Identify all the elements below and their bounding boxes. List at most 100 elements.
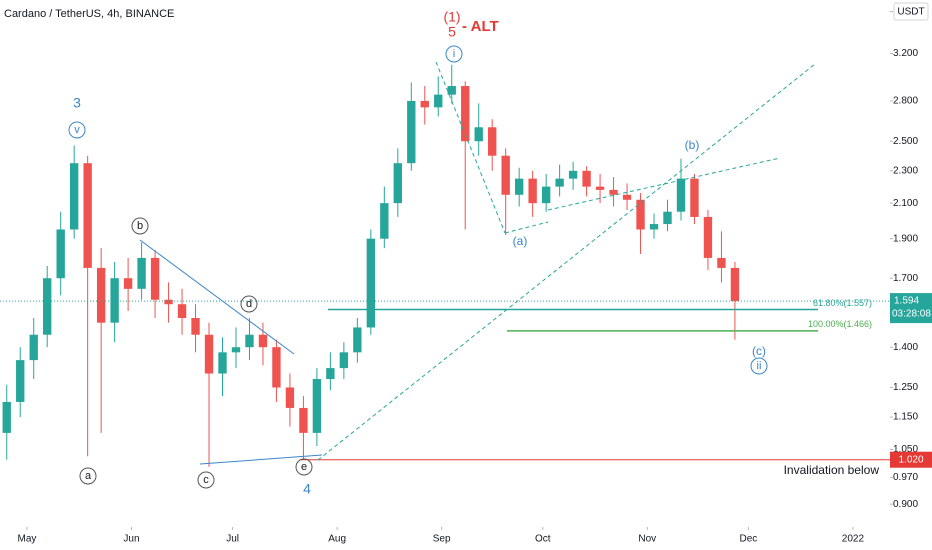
y-tick-label: 2.500	[893, 136, 918, 147]
candle-body	[393, 163, 402, 204]
wave-circle	[295, 458, 313, 476]
last-price-label: 1.594	[894, 296, 919, 307]
y-tick-label: 2.800	[893, 96, 918, 107]
trend-line	[504, 221, 549, 234]
invalidation-tag-label: 1.020	[898, 454, 923, 465]
candle-body	[434, 94, 443, 108]
wave-label: - ALT	[462, 18, 499, 35]
candle-body	[407, 100, 416, 164]
wave-label: a	[85, 470, 92, 482]
trend-line	[199, 454, 323, 465]
wave-label: (a)	[513, 234, 528, 248]
candle-body	[380, 203, 389, 239]
x-tick-label: 2022	[842, 534, 865, 545]
chart-title: Cardano / TetherUS, 4h, BINANCE	[4, 8, 174, 20]
wave-label: (c)	[752, 344, 766, 358]
candle-body	[582, 170, 591, 187]
candle-body	[326, 368, 335, 380]
wave-label: (b)	[685, 138, 700, 152]
candle-body	[285, 387, 295, 408]
wave-circle	[197, 471, 215, 489]
candle-body	[177, 304, 187, 318]
candle-body	[69, 163, 79, 230]
candle-body	[204, 334, 214, 374]
x-tick-label: Jul	[226, 534, 239, 545]
y-tick-label: 1.050	[893, 444, 918, 455]
candle-body	[568, 170, 578, 179]
candle-body	[717, 257, 726, 268]
x-tick-label: Sep	[433, 534, 451, 545]
candle-body	[676, 178, 686, 212]
candle-body	[474, 127, 483, 142]
trend-line	[317, 63, 816, 461]
wave-label: 5	[448, 24, 456, 40]
currency[interactable]: USDT	[897, 7, 924, 18]
candle-body	[703, 216, 713, 258]
candle-body	[56, 229, 65, 279]
y-tick-label: 2.300	[893, 165, 918, 176]
candle-body	[29, 334, 38, 361]
candle-body	[299, 407, 308, 433]
candle-body	[245, 334, 254, 348]
candle-body	[636, 199, 645, 230]
candle-body	[447, 86, 456, 95]
candle-body	[83, 163, 92, 268]
wave-label: e	[301, 461, 307, 473]
candle-body	[690, 178, 699, 217]
last-price-tag	[890, 293, 932, 324]
y-tick-label: 0.970	[893, 472, 918, 483]
wave-label: b	[137, 220, 143, 232]
candle-body	[231, 347, 241, 353]
candle-body	[191, 317, 200, 335]
x-tick-label: Nov	[638, 534, 656, 545]
y-tick-label: 1.400	[893, 342, 918, 353]
candle-body	[43, 278, 52, 335]
candle-body	[461, 86, 470, 142]
candle-body	[609, 189, 618, 195]
y-tick-label: 1.250	[893, 382, 918, 393]
x-tick-label: May	[18, 534, 37, 545]
candle-body	[96, 267, 106, 323]
candle-body	[258, 334, 268, 348]
candle-body	[514, 178, 524, 195]
candle-body	[110, 278, 119, 323]
y-tick-label: 1.700	[893, 273, 918, 284]
fib-label: 100.00%(1.466)	[808, 319, 872, 329]
candle-body	[663, 211, 672, 225]
y-tick-label: 1.900	[893, 233, 918, 244]
x-tick-label: Aug	[328, 534, 346, 545]
candle-body	[137, 257, 146, 289]
wave-label: (1)	[443, 9, 460, 25]
trend-line	[547, 157, 781, 211]
wave-label: 3	[73, 95, 81, 111]
wave-label: ii	[757, 360, 762, 372]
x-tick-label: Dec	[740, 534, 758, 545]
candle-body	[150, 257, 160, 300]
wave-label: c	[203, 474, 209, 486]
trend-line	[139, 239, 295, 355]
candle-body	[488, 127, 497, 156]
y-tick-label: 3.200	[893, 48, 918, 59]
y-tick-label: 0.900	[893, 499, 918, 510]
candle-body	[501, 155, 510, 195]
wave-label: 4	[303, 481, 311, 497]
fib-label: 61.80%(1.557)	[813, 298, 872, 308]
x-tick-label: Oct	[535, 534, 551, 545]
candle-body	[16, 360, 25, 402]
candle-body	[595, 186, 605, 190]
currency-box[interactable]	[893, 2, 929, 21]
candle-body	[366, 238, 376, 328]
candle-body	[2, 401, 11, 433]
y-tick-label: 1.150	[893, 412, 918, 423]
candle-body	[123, 278, 133, 289]
candle-body	[312, 379, 322, 433]
candle-body	[164, 299, 173, 305]
wave-label: d	[246, 298, 252, 310]
wave-circle	[68, 121, 86, 139]
candle-body	[218, 352, 227, 374]
candle-body	[622, 194, 632, 200]
candle-body	[555, 178, 564, 187]
wave-circle	[445, 45, 463, 63]
plot: 61.80%(1.557) 100.00%(1.466) Invalidation …	[0, 64, 890, 477]
